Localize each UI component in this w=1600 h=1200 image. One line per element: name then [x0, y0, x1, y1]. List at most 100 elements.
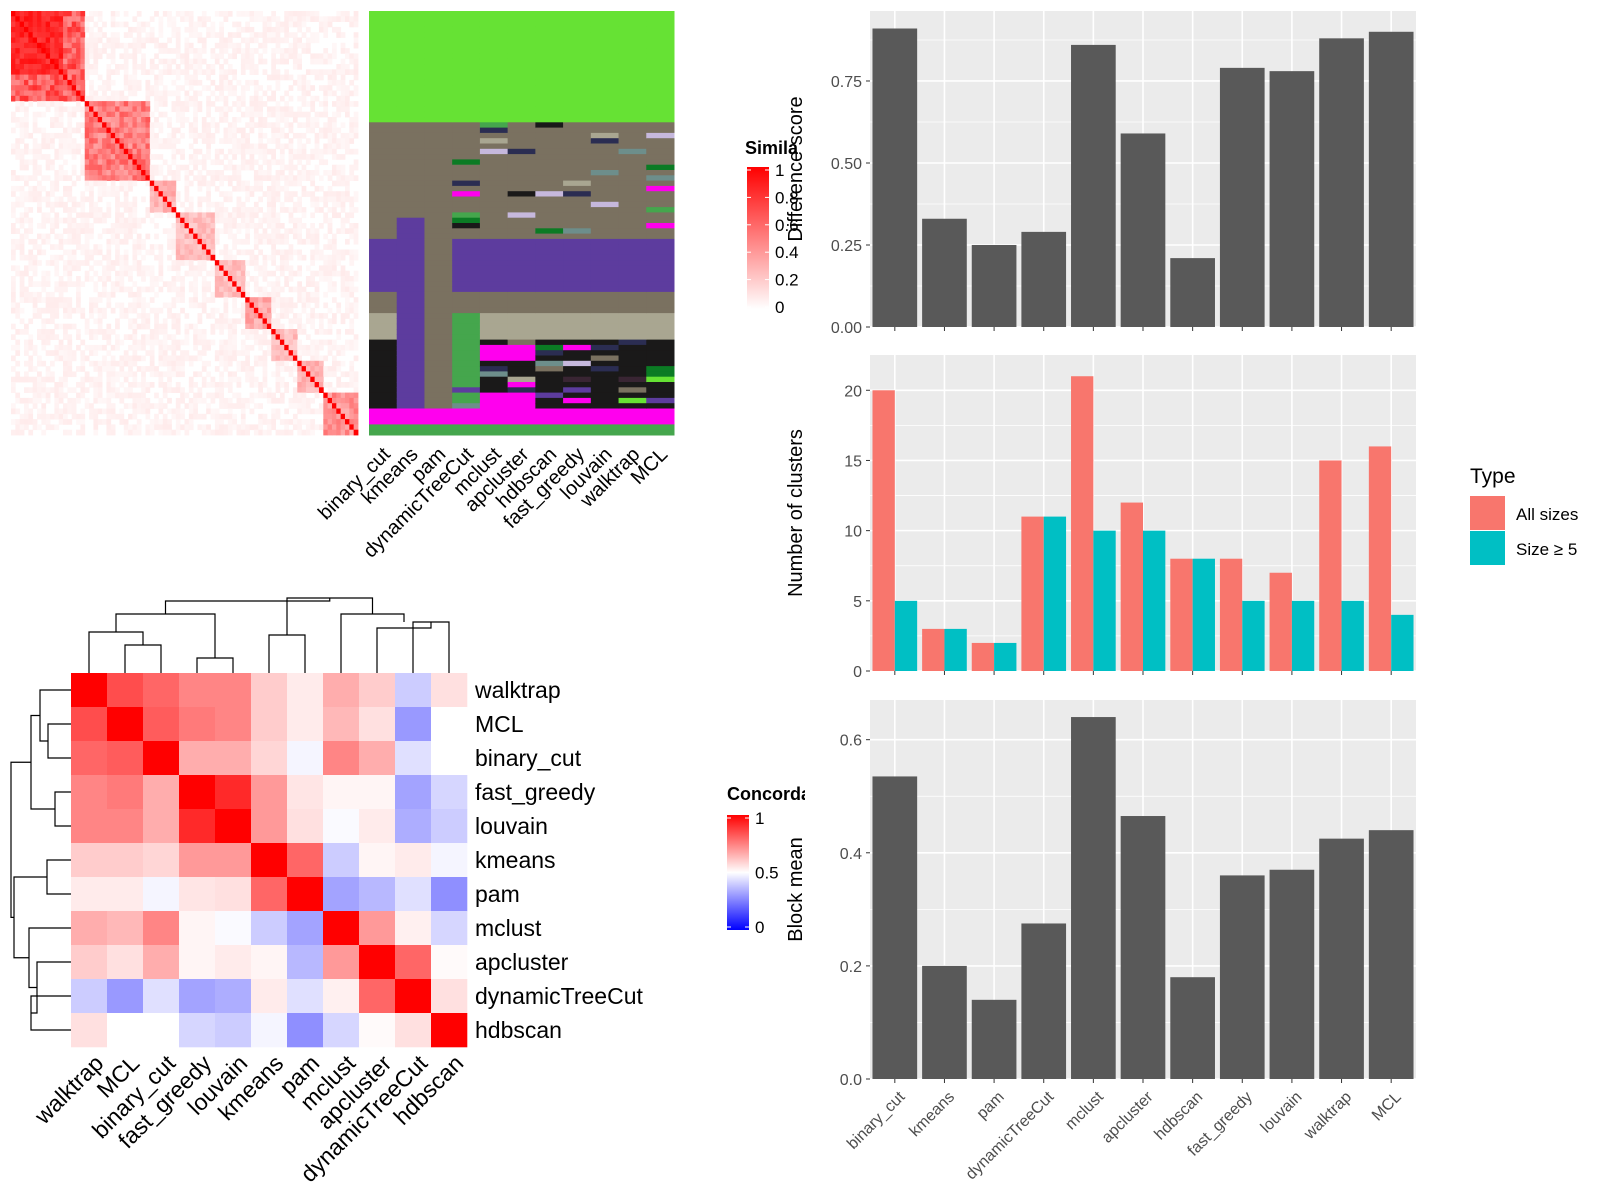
partition-cell: [618, 95, 647, 102]
similarity-cell: [89, 302, 94, 309]
partition-cell: [452, 291, 481, 298]
similarity-cell: [71, 228, 77, 234]
similarity-cell: [310, 419, 316, 425]
similarity-cell: [89, 154, 94, 160]
similarity-cell: [115, 11, 120, 17]
similarity-cell: [63, 297, 68, 303]
similarity-cell: [123, 286, 129, 293]
partition-cell: [535, 217, 564, 224]
similarity-cell: [340, 344, 346, 351]
partition-cell: [452, 138, 481, 144]
similarity-cell: [149, 424, 155, 431]
similarity-cell: [32, 185, 38, 192]
similarity-cell: [145, 180, 151, 187]
similarity-cell: [279, 143, 285, 150]
similarity-cell: [158, 371, 164, 378]
similarity-cell: [106, 270, 112, 277]
similarity-cell: [288, 276, 294, 282]
partition-cell: [618, 196, 647, 203]
similarity-cell: [84, 132, 90, 139]
similarity-cell: [197, 217, 203, 224]
similarity-cell: [310, 350, 316, 356]
similarity-cell: [305, 382, 311, 388]
partition-cell: [618, 270, 647, 277]
similarity-cell: [353, 90, 359, 97]
similarity-cell: [219, 53, 224, 60]
similarity-cell: [175, 74, 181, 81]
similarity-cell: [76, 175, 81, 181]
similarity-cell: [24, 16, 29, 22]
similarity-cell: [132, 260, 138, 266]
similarity-cell: [344, 291, 350, 298]
similarity-cell: [223, 207, 229, 213]
similarity-cell: [284, 111, 289, 118]
similarity-cell: [271, 69, 276, 75]
similarity-cell: [197, 392, 203, 399]
similarity-cell: [102, 42, 107, 49]
partition-cell: [396, 419, 425, 425]
partition-cell: [479, 424, 509, 431]
similarity-cell: [193, 26, 198, 33]
similarity-cell: [201, 254, 207, 261]
similarity-cell: [206, 64, 211, 70]
similarity-cell: [353, 111, 359, 118]
similarity-cell: [262, 37, 268, 44]
partition-cell: [563, 180, 592, 187]
similarity-cell: [232, 21, 237, 28]
similarity-cell: [19, 148, 25, 155]
similarity-cell: [54, 117, 60, 123]
similarity-cell: [240, 48, 246, 54]
similarity-cell: [331, 138, 337, 144]
similarity-cell: [336, 127, 342, 134]
similarity-cell: [180, 132, 185, 139]
similarity-cell: [323, 419, 329, 425]
similarity-cell: [258, 387, 263, 393]
similarity-cell: [132, 307, 138, 314]
similarity-cell: [141, 254, 146, 261]
partition-cell: [618, 207, 647, 213]
similarity-cell: [123, 111, 129, 118]
partition-cell: [369, 79, 398, 86]
similarity-cell: [110, 48, 116, 54]
similarity-cell: [128, 148, 133, 155]
similarity-cell: [353, 32, 359, 38]
similarity-cell: [288, 302, 294, 309]
similarity-cell: [327, 69, 333, 75]
partition-cell: [424, 69, 453, 76]
similarity-cell: [344, 138, 350, 144]
similarity-cell: [58, 323, 64, 330]
similarity-cell: [214, 233, 220, 240]
similarity-cell: [115, 201, 120, 208]
partition-cell: [507, 170, 536, 176]
similarity-cell: [301, 143, 307, 150]
similarity-cell: [297, 207, 303, 213]
similarity-cell: [115, 111, 120, 118]
similarity-cell: [284, 53, 289, 60]
similarity-cell: [41, 101, 47, 107]
similarity-cell: [80, 170, 86, 176]
similarity-cell: [336, 180, 342, 187]
similarity-cell: [32, 21, 38, 28]
similarity-cell: [71, 111, 77, 118]
similarity-cell: [123, 148, 129, 155]
similarity-cell: [288, 127, 294, 134]
partition-cell: [507, 159, 536, 166]
similarity-cell: [323, 313, 329, 319]
partition-cell: [424, 85, 453, 91]
similarity-cell: [89, 334, 94, 340]
similarity-cell: [253, 175, 259, 181]
similarity-cell: [193, 101, 198, 107]
similarity-cell: [184, 170, 190, 176]
similarity-cell: [232, 329, 237, 335]
partition-cell: [507, 419, 536, 425]
partition-cell: [452, 106, 481, 113]
similarity-cell: [249, 159, 255, 166]
similarity-cell: [288, 334, 294, 340]
similarity-cell: [292, 11, 298, 17]
similarity-cell: [145, 212, 151, 219]
similarity-cell: [71, 387, 77, 393]
similarity-cell: [232, 138, 237, 144]
similarity-cell: [318, 276, 324, 282]
similarity-cell: [310, 254, 316, 261]
similarity-cell: [292, 249, 298, 256]
